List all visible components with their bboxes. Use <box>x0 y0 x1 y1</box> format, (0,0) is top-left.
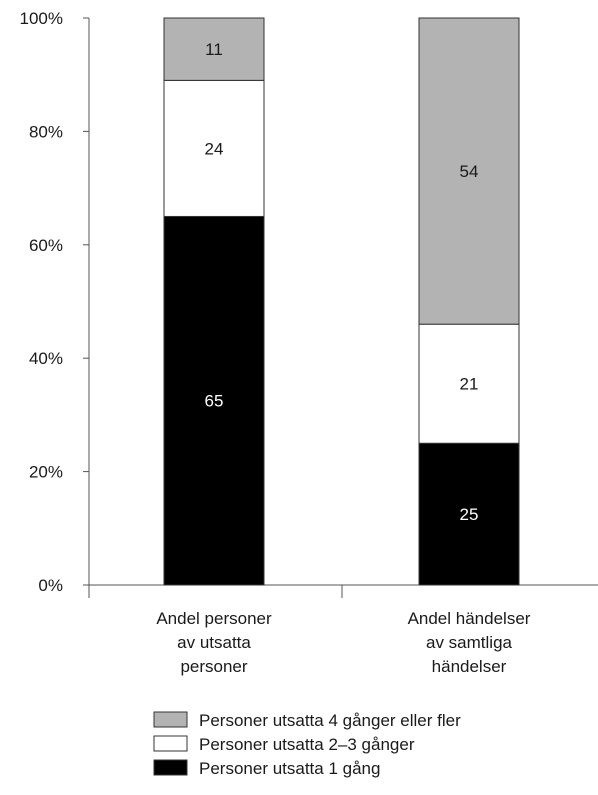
y-tick-label: 40% <box>29 349 63 368</box>
legend: Personer utsatta 4 gånger eller fler Pers… <box>153 711 461 778</box>
bar-value-label: 11 <box>205 40 223 59</box>
category-labels: Andel personer av utsatta personer Andel hä… <box>156 609 530 676</box>
legend-label: Personer utsatta 4 gånger eller fler <box>199 711 461 730</box>
category-label: av samtliga <box>426 633 513 652</box>
bar-segment <box>418 323 520 444</box>
category-label: av utsatta <box>177 633 251 652</box>
legend-swatch <box>153 735 188 752</box>
category-label: händelser <box>432 657 507 676</box>
bar-value-label: 54 <box>460 162 479 181</box>
legend-label: Personer utsatta 1 gång <box>199 759 380 778</box>
bar-value-label: 25 <box>460 505 479 524</box>
y-tick-label: 100% <box>20 9 63 28</box>
legend-label: Personer utsatta 2–3 gånger <box>199 735 415 754</box>
y-tick-label: 80% <box>29 122 63 141</box>
bar-value-label: 21 <box>460 375 479 394</box>
bar-segment <box>163 17 265 81</box>
bar-segment <box>418 442 520 586</box>
category-label: personer <box>180 657 247 676</box>
category-label: Andel händelser <box>408 609 531 628</box>
bar-value-label: 24 <box>205 139 224 158</box>
bar-segment <box>418 17 520 325</box>
y-tick-label: 0% <box>38 576 63 595</box>
bar-segment <box>163 215 265 586</box>
bars: 65 24 11 25 21 54 <box>163 17 520 586</box>
legend-swatch <box>153 711 188 728</box>
bar-value-label: 65 <box>205 392 224 411</box>
y-tick-label: 60% <box>29 236 63 255</box>
bar-segment <box>163 79 265 217</box>
category-label: Andel personer <box>156 609 272 628</box>
y-tick-label: 20% <box>29 463 63 482</box>
legend-swatch <box>153 759 188 776</box>
